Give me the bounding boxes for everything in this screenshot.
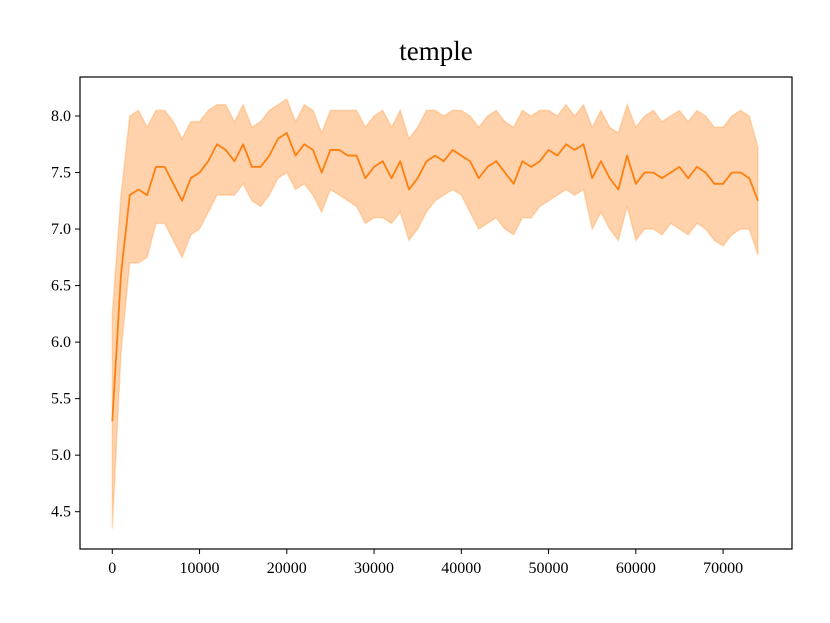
x-tick-label: 20000 <box>267 560 307 577</box>
x-tick-label: 70000 <box>703 560 743 577</box>
x-tick-label: 30000 <box>354 560 394 577</box>
y-tick-label: 5.5 <box>51 391 71 408</box>
x-tick-label: 40000 <box>441 560 481 577</box>
mean-line <box>111 132 759 422</box>
y-tick-label: 6.5 <box>51 278 71 295</box>
y-tick-label: 5.0 <box>51 447 71 464</box>
y-tick-label: 7.5 <box>51 165 71 182</box>
y-tick-label: 8.0 <box>51 108 71 125</box>
x-tick-label: 60000 <box>616 560 656 577</box>
x-tick-label: 50000 <box>529 560 569 577</box>
y-tick-label: 7.0 <box>51 221 71 238</box>
x-tick-label: 0 <box>108 560 116 577</box>
confidence-band <box>111 97 759 529</box>
y-tick-label: 6.0 <box>51 334 71 351</box>
y-tick-label: 4.5 <box>51 504 71 521</box>
chart-title: temple <box>399 36 472 66</box>
plot-frame <box>79 76 793 550</box>
x-tick-label: 10000 <box>180 560 220 577</box>
